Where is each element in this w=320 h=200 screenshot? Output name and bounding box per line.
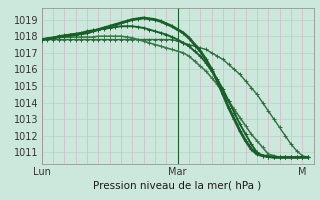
X-axis label: Pression niveau de la mer( hPa ): Pression niveau de la mer( hPa ) [93, 181, 262, 191]
